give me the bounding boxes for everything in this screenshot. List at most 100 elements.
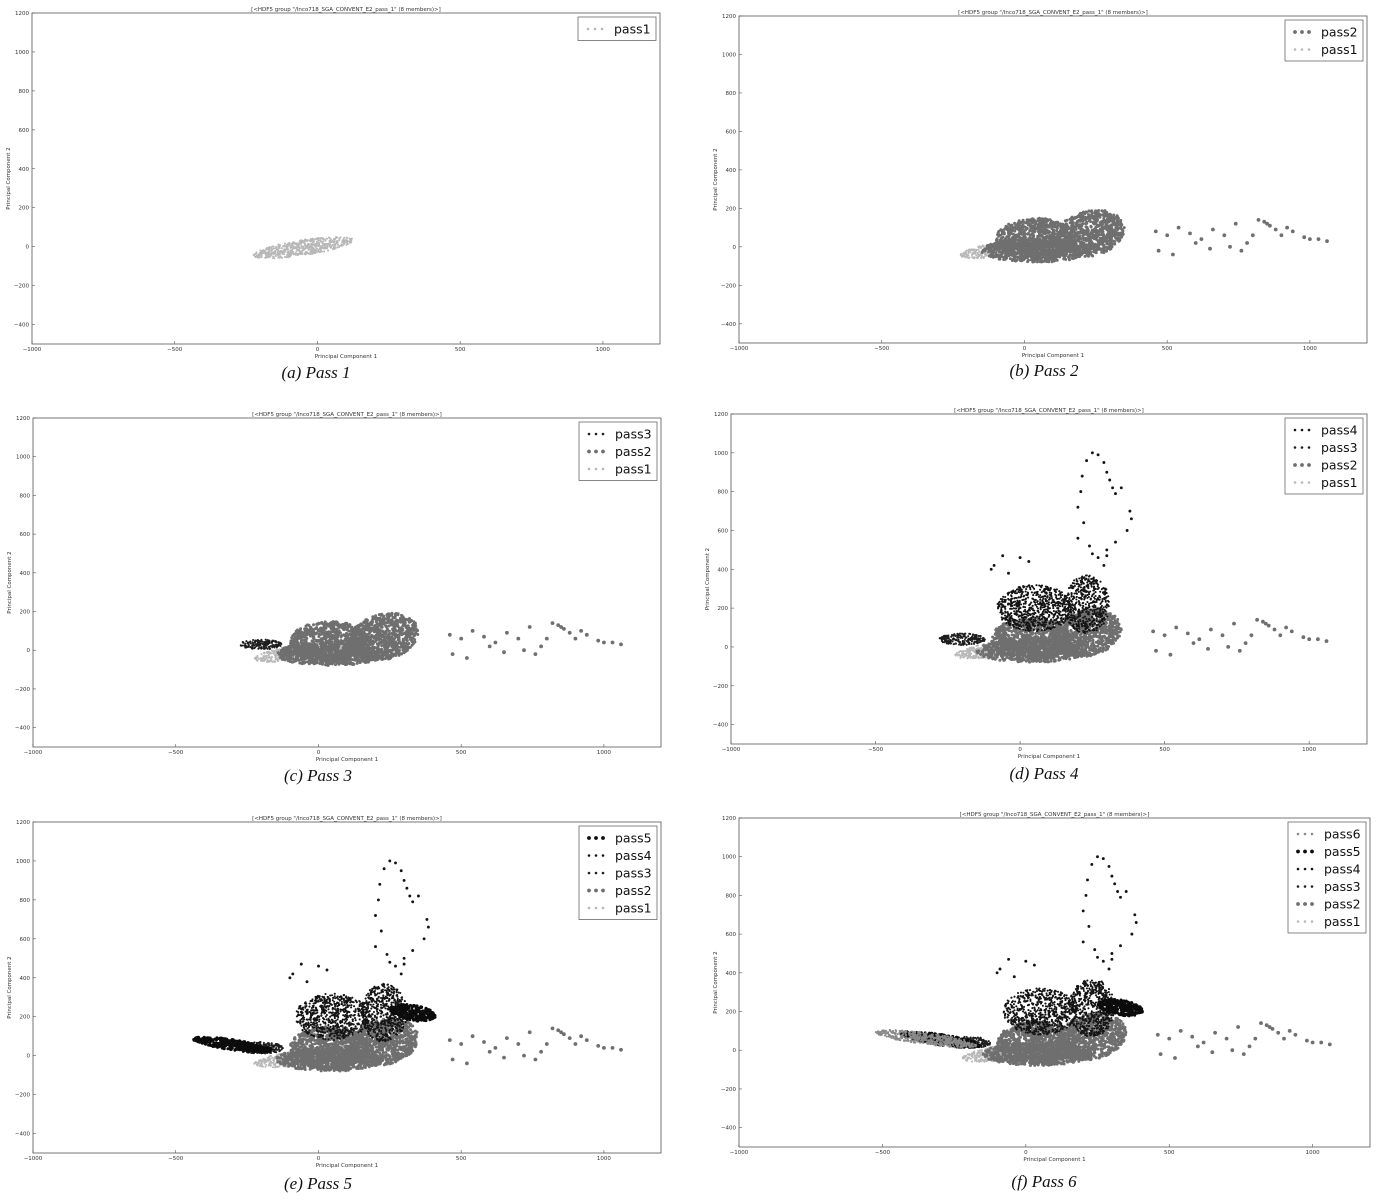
data-point xyxy=(310,250,313,253)
data-point xyxy=(322,246,325,249)
data-point xyxy=(1046,241,1050,245)
y-tick-label: −200 xyxy=(14,284,30,290)
data-point xyxy=(1101,231,1105,235)
data-point xyxy=(344,636,348,640)
data-point xyxy=(1233,221,1238,226)
data-point xyxy=(1047,256,1051,260)
data-point xyxy=(1099,241,1103,245)
data-point xyxy=(998,257,1002,261)
data-point xyxy=(268,652,271,655)
data-point xyxy=(1087,254,1091,258)
data-point xyxy=(1087,233,1091,237)
data-point xyxy=(1239,248,1244,253)
data-point xyxy=(1078,214,1081,218)
y-tick-label: 1200 xyxy=(15,11,29,17)
data-point xyxy=(1006,244,1010,248)
data-point xyxy=(268,659,271,662)
data-point xyxy=(1014,255,1018,259)
data-point xyxy=(1016,223,1020,227)
data-point xyxy=(1050,227,1054,231)
data-point xyxy=(265,651,268,654)
data-point xyxy=(1065,235,1069,239)
data-point xyxy=(1087,247,1091,251)
data-point xyxy=(259,249,262,252)
data-point xyxy=(1085,229,1089,233)
data-point xyxy=(1029,253,1033,256)
data-point xyxy=(260,256,263,259)
data-point xyxy=(1114,227,1118,231)
data-point xyxy=(253,255,257,258)
data-point xyxy=(269,252,272,255)
data-point xyxy=(1097,212,1101,216)
data-point xyxy=(1035,249,1039,253)
data-point xyxy=(322,240,325,243)
data-point xyxy=(283,253,286,256)
data-point xyxy=(1048,233,1052,237)
data-point xyxy=(992,249,996,252)
data-point xyxy=(1188,231,1192,236)
data-point xyxy=(309,240,312,243)
data-point xyxy=(1012,258,1016,262)
data-point xyxy=(1020,240,1024,244)
data-point xyxy=(1005,254,1009,258)
data-point xyxy=(265,247,268,250)
data-point xyxy=(1268,223,1272,228)
data-point xyxy=(1042,241,1046,245)
data-point xyxy=(1064,254,1068,257)
data-point xyxy=(1008,248,1012,252)
data-point xyxy=(345,627,349,631)
data-point xyxy=(312,623,315,627)
data-point xyxy=(1038,233,1042,237)
data-point xyxy=(332,630,336,634)
data-point xyxy=(1082,241,1086,245)
legend-marker xyxy=(593,27,597,31)
data-point xyxy=(1082,218,1086,222)
data-point xyxy=(1103,209,1107,213)
data-point xyxy=(1171,252,1175,257)
data-point xyxy=(1019,221,1023,225)
data-point xyxy=(293,632,297,636)
data-point xyxy=(267,256,270,259)
data-point xyxy=(1044,257,1048,261)
scatter-points xyxy=(959,209,1329,264)
data-point xyxy=(275,247,278,250)
data-point xyxy=(1112,213,1116,217)
data-point xyxy=(964,252,967,255)
data-point xyxy=(270,656,274,659)
data-point xyxy=(1083,237,1087,240)
data-point xyxy=(1062,241,1066,245)
data-point xyxy=(271,660,274,663)
scatter-points xyxy=(239,611,623,667)
data-point xyxy=(1084,216,1088,220)
data-point xyxy=(1039,248,1043,252)
data-point xyxy=(268,247,271,250)
data-point xyxy=(1042,225,1046,229)
data-point xyxy=(1043,231,1047,235)
data-point xyxy=(978,254,981,257)
data-point xyxy=(303,627,307,631)
x-tick-label: 0 xyxy=(316,347,320,353)
data-point xyxy=(1063,225,1067,228)
y-tick-label: −200 xyxy=(721,283,737,289)
data-point xyxy=(306,239,309,242)
data-point xyxy=(1094,245,1098,249)
data-point xyxy=(1051,221,1055,225)
data-point xyxy=(316,242,319,245)
data-point xyxy=(1083,254,1087,258)
data-point xyxy=(1046,230,1050,233)
data-point xyxy=(989,242,993,246)
data-point xyxy=(310,248,313,251)
data-point xyxy=(1067,226,1071,230)
data-point xyxy=(1084,221,1088,225)
data-point xyxy=(1015,258,1019,262)
data-point xyxy=(1113,240,1117,243)
data-point xyxy=(1074,252,1078,256)
data-point xyxy=(1023,255,1027,259)
data-point xyxy=(345,631,348,635)
data-point xyxy=(269,249,273,252)
data-point xyxy=(286,248,290,251)
data-point xyxy=(1085,245,1089,249)
data-point xyxy=(1070,241,1074,245)
data-point xyxy=(975,254,978,257)
data-point xyxy=(968,248,971,251)
